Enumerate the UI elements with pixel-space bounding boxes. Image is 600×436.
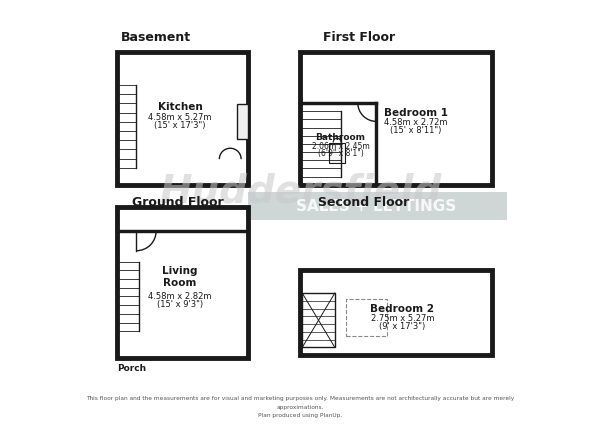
- Bar: [117, 207, 248, 358]
- Text: Ground Floor: Ground Floor: [132, 196, 224, 209]
- Text: SALES + LETTINGS: SALES + LETTINGS: [296, 199, 457, 214]
- Bar: [346, 299, 387, 336]
- Text: Plan produced using PlanUp.: Plan produced using PlanUp.: [258, 412, 342, 418]
- Text: 4.58m x 5.27m: 4.58m x 5.27m: [148, 113, 212, 122]
- Text: (15' x 8'11"): (15' x 8'11"): [390, 126, 441, 135]
- Text: (15' x 17'3"): (15' x 17'3"): [154, 121, 206, 129]
- Text: 2.06m x 2.45m: 2.06m x 2.45m: [311, 143, 370, 151]
- Text: (6'9" x 8'1"): (6'9" x 8'1"): [317, 150, 364, 158]
- Text: Kitchen: Kitchen: [158, 102, 202, 112]
- Text: Living
Room: Living Room: [163, 266, 198, 288]
- Text: Basement: Basement: [121, 31, 191, 44]
- Text: Bathroom: Bathroom: [316, 133, 365, 142]
- Text: Huddersfield: Huddersfield: [159, 173, 441, 211]
- Text: 4.58m x 2.82m: 4.58m x 2.82m: [148, 292, 212, 301]
- Bar: [117, 52, 248, 185]
- Text: Bedroom 1: Bedroom 1: [383, 109, 448, 118]
- Bar: [300, 270, 492, 355]
- Text: 4.58m x 2.72m: 4.58m x 2.72m: [384, 119, 447, 127]
- Text: approximations.: approximations.: [276, 405, 324, 410]
- Text: Second Floor: Second Floor: [317, 196, 409, 209]
- Text: 2.75m x 5.27m: 2.75m x 5.27m: [371, 314, 434, 323]
- Bar: [237, 104, 248, 139]
- Bar: [300, 52, 492, 185]
- Bar: [302, 293, 335, 347]
- Text: (15' x 9'3"): (15' x 9'3"): [157, 300, 203, 309]
- Bar: [248, 192, 507, 220]
- Text: Porch: Porch: [118, 364, 147, 373]
- Text: First Floor: First Floor: [323, 31, 395, 44]
- Bar: [329, 143, 345, 164]
- Text: This floor plan and the measurements are for visual and marketing purposes only.: This floor plan and the measurements are…: [86, 396, 514, 402]
- Text: (9' x 17'3"): (9' x 17'3"): [379, 322, 425, 330]
- Text: Bedroom 2: Bedroom 2: [370, 304, 434, 313]
